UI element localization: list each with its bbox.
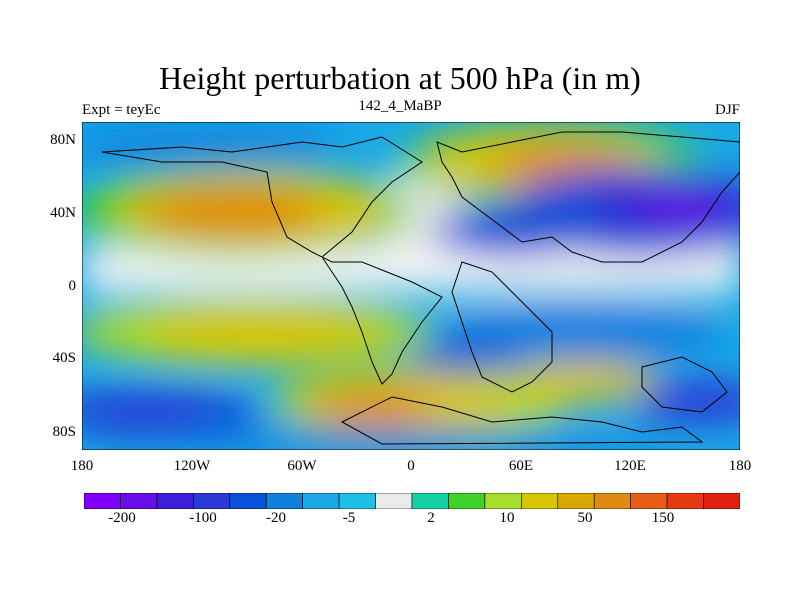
legend-label-minus100: -100 — [189, 510, 217, 526]
colorbar-swatch — [193, 493, 231, 509]
ytick-40s: 40S — [52, 350, 76, 366]
colorbar-swatch — [156, 493, 194, 509]
negative-anomaly-antarctic — [82, 430, 682, 450]
negative-anomaly-sindian — [442, 302, 722, 362]
negative-anomaly-peak — [642, 193, 722, 221]
legend-label-50: 50 — [577, 510, 593, 526]
colorbar-swatch — [521, 493, 559, 509]
positive-anomaly-spacific-core — [142, 307, 382, 357]
ytick-80s: 80S — [52, 424, 76, 440]
height-anomaly-map — [82, 122, 740, 450]
xtick-120e: 120E — [614, 458, 646, 474]
negative-anomaly-asia — [432, 207, 592, 257]
colorbar-swatch — [630, 493, 668, 509]
ytick-40n: 40N — [50, 205, 76, 221]
coastlines — [101, 131, 740, 445]
negative-anomaly-arctic — [82, 127, 342, 167]
legend-label-minus5: -5 — [342, 510, 356, 526]
legend-label-2: 2 — [427, 510, 435, 526]
run-label: 142_4_MaBP — [358, 98, 442, 114]
season-label: DJF — [714, 102, 740, 118]
xtick-120w: 120W — [173, 458, 211, 474]
colorbar-swatch — [666, 493, 704, 509]
positive-anomaly-npacific-core — [142, 187, 322, 237]
colorbar-swatch — [557, 493, 595, 509]
legend-label-minus20: -20 — [266, 510, 286, 526]
colorbar-swatch — [302, 493, 340, 509]
colorbar-swatch — [484, 493, 522, 509]
colorbar-swatch — [375, 493, 413, 509]
colorbar-swatch — [120, 493, 158, 509]
xtick-180w: 180 — [70, 458, 94, 474]
colorbar — [84, 493, 740, 509]
legend-label-minus200: -200 — [108, 510, 136, 526]
colorbar-swatch — [593, 493, 631, 509]
xtick-0: 0 — [407, 458, 415, 474]
ytick-0: 0 — [68, 278, 77, 294]
plot-title: Height perturbation at 500 hPa (in m) — [159, 60, 641, 96]
colorbar-swatch — [411, 493, 449, 509]
legend-label-150: 150 — [651, 510, 675, 526]
colorbar-swatch — [229, 493, 267, 509]
xtick-60w: 60W — [287, 458, 317, 474]
colorbar-swatch — [265, 493, 303, 509]
negative-anomaly-swpacific — [632, 380, 740, 424]
xtick-180e: 180 — [728, 458, 752, 474]
experiment-label: Expt = teyEc — [82, 102, 161, 118]
legend-label-10: 10 — [499, 510, 515, 526]
colorbar-swatch — [448, 493, 486, 509]
colorbar-swatch — [338, 493, 376, 509]
negative-anomaly-ssouthpacific — [82, 396, 212, 428]
xtick-60e: 60E — [508, 458, 534, 474]
ytick-80n: 80N — [50, 132, 76, 148]
negative-anomaly-satlantic — [402, 342, 522, 372]
colorbar-swatch — [84, 493, 121, 509]
colorbar-swatch — [703, 493, 740, 509]
